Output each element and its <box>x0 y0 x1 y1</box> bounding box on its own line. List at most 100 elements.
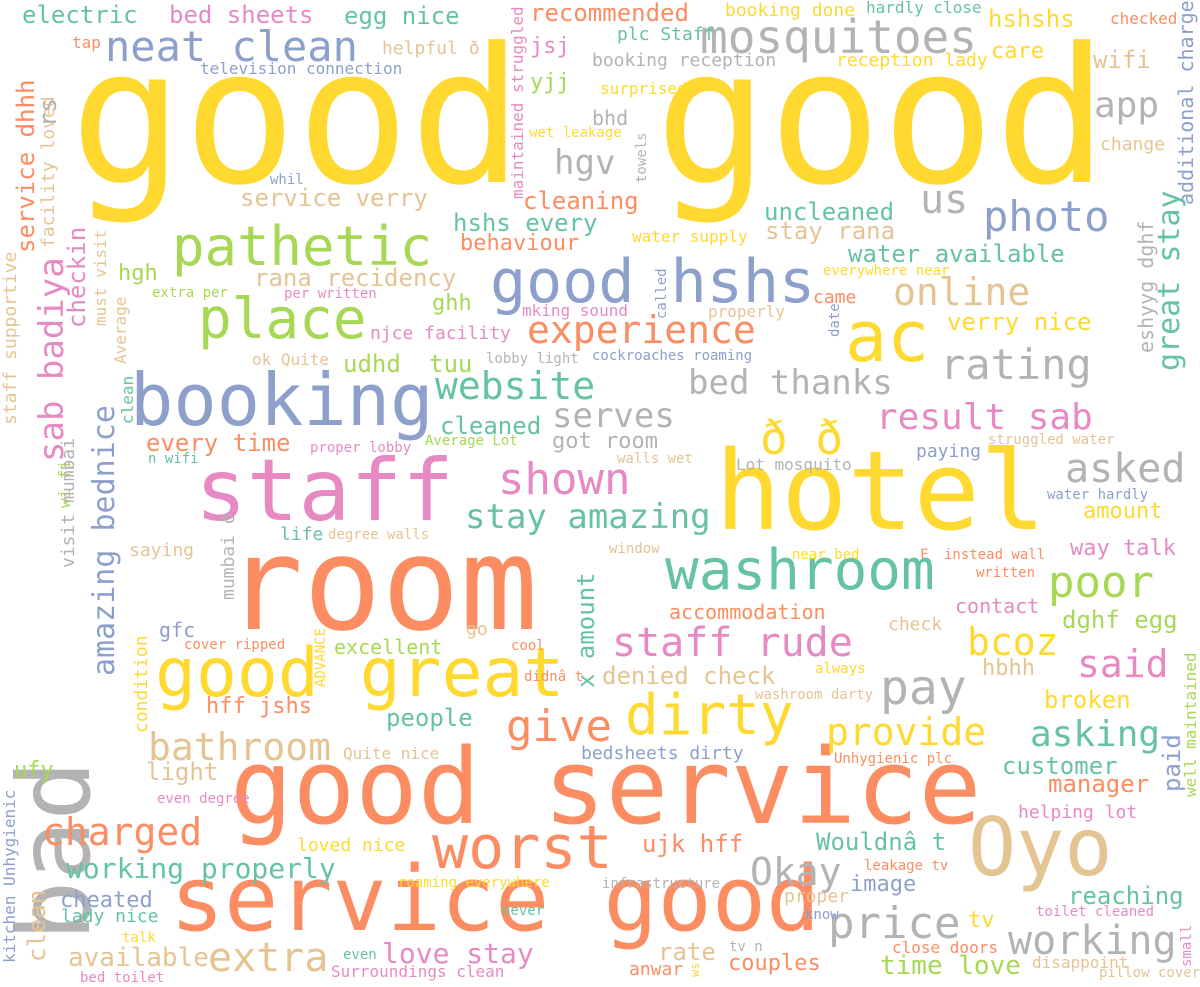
word-properly: properly <box>708 302 786 321</box>
word-accommodation: accommodation <box>669 600 826 624</box>
word-booking-reception: booking reception <box>592 50 777 71</box>
word-service-good: service good <box>170 847 821 952</box>
word-quite-nice: Quite nice <box>343 744 440 763</box>
word-always: always <box>815 661 866 677</box>
word-f: F <box>920 547 929 563</box>
word-water-supply: water supply <box>632 227 748 246</box>
word-extra-per: extra per <box>152 285 228 301</box>
word-mking-sound: mking sound <box>522 301 628 320</box>
word-ujk-hff: ujk hff <box>642 830 744 858</box>
word-washroom: washroom <box>665 538 935 603</box>
word-service-verry: service verry <box>240 184 428 212</box>
word-change: change <box>1100 134 1166 155</box>
word-wet-leakage: wet leakage <box>529 125 622 141</box>
word-staff-supportive: staff supportive <box>0 251 21 425</box>
word-clean: clean <box>23 889 51 962</box>
word-instead-wall: instead wall <box>944 547 1046 563</box>
word-life: life <box>280 524 324 545</box>
word-hbhh: hbhh <box>982 656 1035 681</box>
word-never: never <box>502 903 545 919</box>
word-asked: asked <box>1065 446 1186 492</box>
word-close-doors: close doors <box>892 938 998 957</box>
word-glyph: ð ð <box>760 411 844 465</box>
word-walls-wet: walls wet <box>617 451 693 467</box>
word-roaming-everywhere: roaming everywhere <box>398 875 550 891</box>
word-dghf-egg: dghf egg <box>1062 606 1178 634</box>
word-surprised: surprised <box>600 79 687 98</box>
word-cleaned: cleaned <box>440 412 542 440</box>
word-room: room <box>225 508 539 660</box>
word-leakage-tv: leakage tv <box>864 858 949 874</box>
word-every-time: every time <box>146 429 291 457</box>
word-tap: tap <box>72 33 101 52</box>
word-helpful: helpful ð <box>382 38 480 59</box>
word-electric: electric <box>22 1 138 29</box>
word-additional-charge: additional charge <box>1174 0 1198 205</box>
word-mumbai: mumbai ð <box>218 513 239 600</box>
word-contact: contact <box>955 594 1040 618</box>
word-eshyyg-dghf: eshyyg dghf <box>1134 220 1158 353</box>
word-amazing-bednice: amazing bednice <box>87 405 122 676</box>
word-good-service: good service <box>230 726 982 848</box>
word-available: available <box>68 943 209 973</box>
word-window: window <box>609 541 660 557</box>
word-wouldn-t: Wouldnâ t <box>816 828 947 856</box>
word-water-available: water available <box>848 240 1065 268</box>
word-place: place <box>198 287 367 352</box>
word-reception-lady: reception lady <box>836 50 988 71</box>
word-bed-toilet: bed toilet <box>80 970 165 986</box>
word-lot-mosquito: Lot mosquito <box>736 455 852 474</box>
word-condition: condition <box>131 635 152 733</box>
word-cockroaches-roaming: cockroaches roaming <box>592 348 753 364</box>
word-kitchen-unhygienic: kitchen Unhygienic <box>0 789 19 963</box>
word-television-connection: television connection <box>200 59 403 78</box>
word-broken: broken <box>1044 686 1131 714</box>
word-oyo: Oyo <box>968 801 1113 894</box>
word-bathroom: bathroom <box>148 725 332 769</box>
word-njce-facility: njce facility <box>370 323 511 344</box>
word-good: good <box>70 8 523 227</box>
word-hardly-close: hardly close <box>866 0 982 17</box>
word-pathetic: pathetic <box>172 215 433 278</box>
word-came: came <box>813 287 857 308</box>
word-jsj: jsj <box>530 34 570 59</box>
word-talk: talk <box>122 930 156 946</box>
word-neat-clean: neat clean <box>105 22 358 71</box>
word-cheated: cheated <box>60 888 153 913</box>
word-loved-nice: loved nice <box>297 835 406 856</box>
word-light: light <box>146 758 219 786</box>
word-love-stay: love stay <box>382 937 534 970</box>
word-couples: couples <box>728 951 821 976</box>
word-charged: charged <box>42 810 203 854</box>
word-hgh: hgh <box>118 261 158 286</box>
word-washroom-darty: washroom darty <box>755 687 874 703</box>
word-saying: saying <box>129 540 195 561</box>
word-shown: shown <box>498 454 631 505</box>
word-way-talk: way talk <box>1070 536 1176 561</box>
word-bhd: bhd <box>592 106 629 130</box>
word-tv-n: tv n <box>729 939 763 955</box>
word-hshshs: hshshs <box>988 5 1075 33</box>
word-hgv: hgv <box>554 143 616 183</box>
word-proper: proper <box>784 886 850 907</box>
word-dirty: dirty <box>625 683 794 748</box>
word-bed-thanks: bed thanks <box>688 363 893 403</box>
word-didn-t: didnâ t <box>524 669 584 685</box>
word-app: app <box>1094 85 1160 126</box>
word-asking: asking <box>1030 714 1161 755</box>
word-helping-lot: helping lot <box>1018 802 1138 823</box>
word-behaviour: behaviour <box>460 231 580 256</box>
word-stay-amazing: stay amazing <box>465 497 711 537</box>
word-check: check <box>888 614 943 635</box>
word-checked: checked <box>1110 9 1178 28</box>
word-manager: manager <box>1048 770 1150 798</box>
word-pay: pay <box>880 660 967 716</box>
word-pillow-cover: pillow cover <box>1099 965 1200 981</box>
word-rs: rs <box>34 98 62 127</box>
word-n-wifi: n wifi <box>148 451 199 467</box>
word-extra: extra <box>208 935 329 981</box>
word-ws: ws <box>688 962 702 977</box>
word-wifi: wifi <box>1093 46 1151 74</box>
word-recommended: recommended <box>530 0 689 27</box>
word-checkin: checkin <box>63 226 91 328</box>
